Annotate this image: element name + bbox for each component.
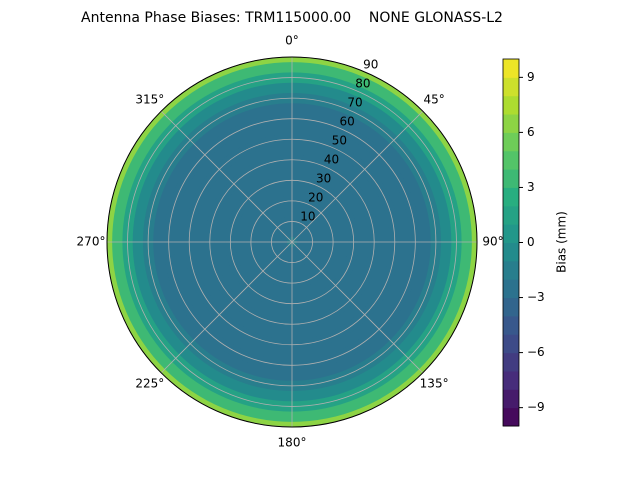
theta-tick-label: 315° xyxy=(135,92,164,106)
colorbar-band xyxy=(503,389,519,409)
theta-tick-label: 270° xyxy=(77,235,106,249)
colorbar-tick-label: −3 xyxy=(527,290,545,304)
grid-spoke xyxy=(291,110,424,243)
colorbar-band xyxy=(503,352,519,372)
colorbar-band xyxy=(503,370,519,390)
r-tick-label: 70 xyxy=(347,96,362,110)
theta-tick-label: 0° xyxy=(285,34,299,48)
colorbar-tick-label: −9 xyxy=(527,400,545,414)
colorbar-tick-label: 9 xyxy=(527,70,535,84)
colorbar-band xyxy=(503,205,519,225)
r-tick-label: 90 xyxy=(363,58,378,72)
colorbar-band xyxy=(503,315,519,335)
r-tick-label: 60 xyxy=(340,115,355,129)
colorbar-tick-label: −6 xyxy=(527,345,545,359)
r-tick-label: 20 xyxy=(308,191,323,205)
theta-tick-label: 90° xyxy=(482,235,503,249)
colorbar-band xyxy=(503,187,519,207)
colorbar-band xyxy=(503,224,519,243)
r-tick-label: 50 xyxy=(332,134,347,148)
r-tick-label: 40 xyxy=(324,153,339,167)
r-tick-label: 10 xyxy=(300,210,315,224)
theta-tick-label: 45° xyxy=(423,92,444,106)
colorbar-tick-label: 0 xyxy=(527,235,535,249)
theta-tick-label: 180° xyxy=(278,436,307,450)
polar-frame xyxy=(106,56,478,428)
colorbar-band xyxy=(503,59,519,78)
colorbar-band xyxy=(503,407,519,427)
colorbar-tick-label: 3 xyxy=(527,180,535,194)
colorbar-band xyxy=(503,77,519,97)
colorbar-band xyxy=(503,334,519,354)
colorbar-band xyxy=(503,279,519,299)
colorbar-band xyxy=(503,260,519,280)
colorbar-band xyxy=(503,114,519,133)
colorbar-band xyxy=(503,297,519,317)
colorbar-band xyxy=(503,95,519,115)
colorbar-band xyxy=(503,150,519,170)
chart-title: Antenna Phase Biases: TRM115000.00 NONE … xyxy=(81,10,503,26)
theta-tick-label: 135° xyxy=(420,377,449,391)
grid-spoke xyxy=(160,241,293,374)
grid-spoke xyxy=(291,241,424,374)
grid-spoke xyxy=(160,110,293,243)
colorbar-band xyxy=(503,132,519,152)
theta-tick-label: 225° xyxy=(135,377,164,391)
colorbar-band xyxy=(503,242,519,262)
colorbar-tick-label: 6 xyxy=(527,125,535,139)
colorbar-band xyxy=(503,169,519,188)
colorbar-label: Bias (mm) xyxy=(555,211,569,273)
r-tick-label: 30 xyxy=(316,172,331,186)
r-tick-label: 80 xyxy=(355,77,370,91)
